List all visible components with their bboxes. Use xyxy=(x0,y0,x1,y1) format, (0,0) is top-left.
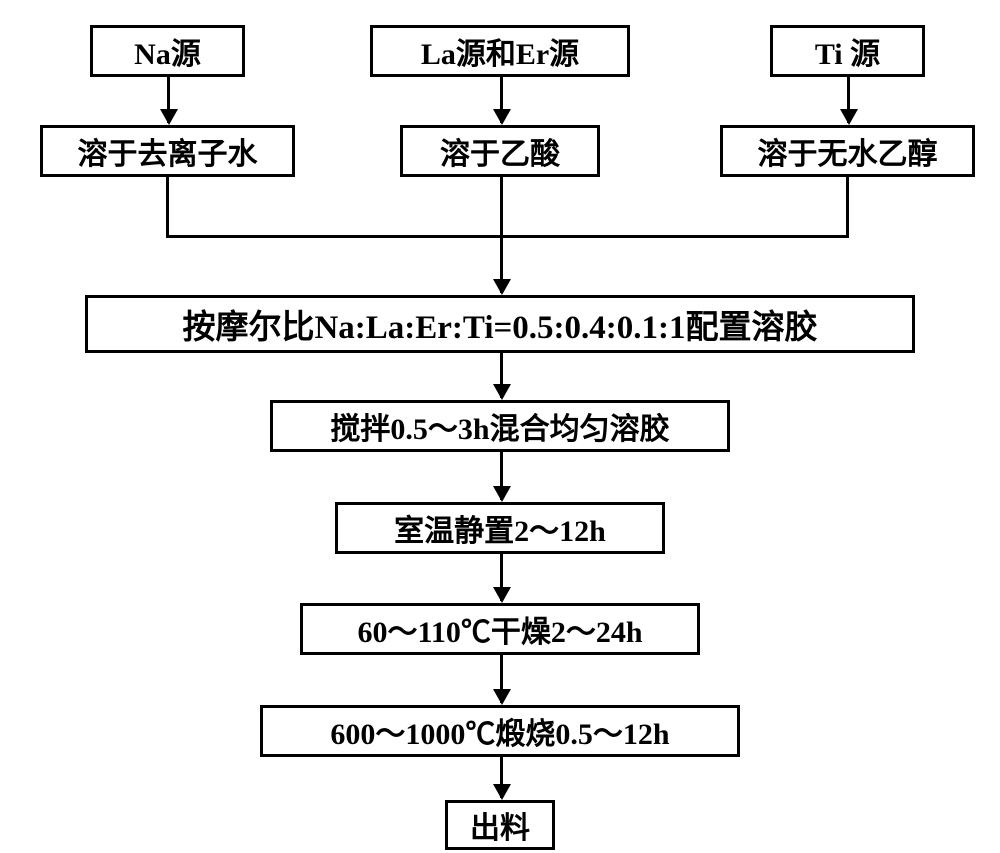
arrow xyxy=(500,77,503,123)
arrow xyxy=(500,554,503,601)
flowchart-canvas: Na源 La源和Er源 Ti 源 溶于去离子水 溶于乙酸 溶于无水乙醇 按摩尔比… xyxy=(0,0,1000,853)
arrow xyxy=(500,757,503,798)
node-configure-sol: 按摩尔比Na:La:Er:Ti=0.5:0.4:0.1:1配置溶胶 xyxy=(85,295,915,353)
arrow xyxy=(500,655,503,703)
merge-line-v-left xyxy=(166,177,169,237)
arrow xyxy=(847,77,850,123)
node-output: 出料 xyxy=(445,800,555,850)
node-settle: 室温静置2～12h xyxy=(335,502,665,554)
node-na-source: Na源 xyxy=(90,25,245,77)
arrow xyxy=(167,77,170,123)
node-la-er-source: La源和Er源 xyxy=(370,25,630,77)
merge-line-h-right xyxy=(499,235,849,238)
arrow xyxy=(500,353,503,398)
arrow-merge xyxy=(500,177,503,293)
arrow xyxy=(500,452,503,500)
node-dissolve-laer: 溶于乙酸 xyxy=(400,125,600,177)
merge-line-h-left xyxy=(166,235,502,238)
node-calcine: 600～1000℃煅烧0.5～12h xyxy=(260,705,740,757)
node-ti-source: Ti 源 xyxy=(770,25,925,77)
node-stir: 搅拌0.5～3h混合均匀溶胶 xyxy=(270,400,730,452)
node-dry: 60～110℃干燥2～24h xyxy=(300,603,700,655)
node-dissolve-na: 溶于去离子水 xyxy=(40,125,295,177)
node-dissolve-ti: 溶于无水乙醇 xyxy=(720,125,975,177)
merge-line-v-right xyxy=(846,177,849,237)
